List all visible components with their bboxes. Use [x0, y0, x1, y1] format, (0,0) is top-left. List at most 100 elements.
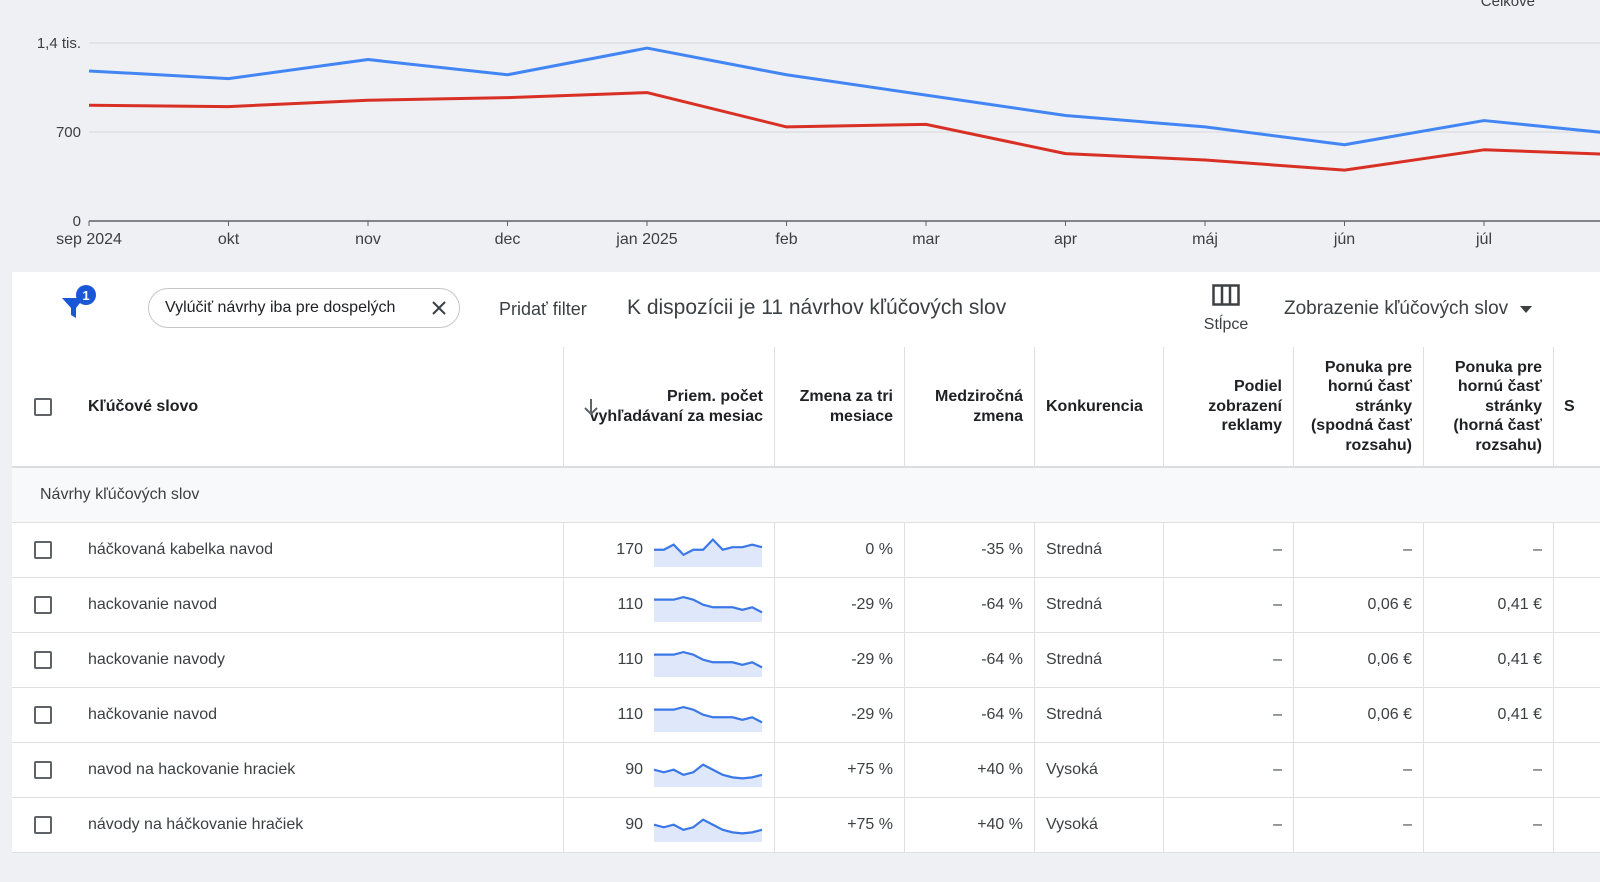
header-avg-searches[interactable]: Priem. počet vyhľadávaní za mesiac [564, 347, 775, 466]
y-tick-label: 0 [73, 213, 81, 230]
keyword-cell: hačkovanie navod [74, 688, 564, 742]
add-filter-button[interactable]: Pridať filter [499, 299, 587, 319]
impression-share-cell: – [1164, 523, 1294, 577]
x-tick-label: mar [912, 231, 940, 248]
series-line-1 [88, 91, 1600, 172]
adult-filter-chip[interactable]: Vylúčiť návrhy iba pre dospelých [148, 288, 460, 328]
columns-button[interactable]: Stĺpce [1198, 284, 1254, 344]
cut-off-cell [1554, 798, 1590, 852]
sparkline-area [654, 764, 762, 787]
impression-share-cell: – [1164, 743, 1294, 797]
bid-low-cell: 0,06 € [1294, 578, 1424, 632]
sparkline-line [654, 650, 763, 669]
x-tick-label: apr [1054, 231, 1078, 248]
cut-off-cell [1554, 523, 1590, 577]
keyword-view-label: Zobrazenie kľúčových slov [1284, 298, 1509, 319]
competition-cell: Vysoká [1035, 743, 1164, 797]
avg-searches-value: 90 [625, 816, 643, 833]
close-icon[interactable] [429, 298, 449, 318]
yoy-change-cell: -64 % [905, 633, 1035, 687]
group-row: Návrhy kľúčových slov [12, 468, 1600, 523]
avg-searches-cell: 110 [564, 578, 775, 632]
row-checkbox[interactable] [34, 596, 52, 614]
x-tick-label: jan 2025 [615, 231, 677, 248]
table-row[interactable]: háčkovaná kabelka navod 170 0 % -35 % Stredn… [12, 523, 1600, 578]
table-row[interactable]: navod na hackovanie hraciek 90 +75 % +40 % V… [12, 743, 1600, 798]
avg-searches-value: 110 [617, 651, 643, 668]
three-month-change-cell: +75 % [775, 743, 905, 797]
bid-low-cell: 0,06 € [1294, 688, 1424, 742]
trend-sparkline [654, 595, 763, 622]
table-row[interactable]: hackovanie navod 110 -29 % -64 % Stredná –0,0… [12, 578, 1600, 633]
bid-high-cell: – [1424, 798, 1554, 852]
sparkline-area [654, 597, 762, 622]
header-cut-off[interactable]: S [1554, 347, 1590, 466]
row-checkbox-cell [12, 633, 74, 687]
keyword-view-dropdown[interactable]: Zobrazenie kľúčových slov [1284, 298, 1533, 320]
sparkline-area [654, 652, 762, 677]
table-row[interactable]: hačkovanie navod 110 -29 % -64 % Stredná –0,0… [12, 688, 1600, 743]
row-checkbox[interactable] [34, 761, 52, 779]
line-chart-canvas: 0 700 1,4 tis. sep 2024 okt nov dec jan 2025 fe… [37, 0, 1600, 248]
sparkline-line [654, 537, 763, 557]
cut-off-cell [1554, 688, 1590, 742]
three-month-change-cell: -29 % [775, 688, 905, 742]
competition-cell: Stredná [1035, 523, 1164, 577]
search-volume-chart: 0 700 1,4 tis. sep 2024 okt nov dec jan 2025 fe… [0, 0, 1600, 268]
x-tick-label: nov [355, 231, 381, 248]
table-row[interactable]: hackovanie navody 110 -29 % -64 % Stredná –0,… [12, 633, 1600, 688]
yoy-change-cell: +40 % [905, 743, 1035, 797]
avg-searches-cell: 110 [564, 688, 775, 742]
competition-cell: Stredná [1035, 688, 1164, 742]
table-body: háčkovaná kabelka navod 170 0 % -35 % Stredn… [12, 523, 1600, 853]
sparkline-area [654, 819, 762, 842]
y-tick-label: 700 [56, 124, 81, 141]
keyword-cell: háčkovaná kabelka navod [74, 523, 564, 577]
dropdown-caret-icon [1520, 305, 1533, 313]
select-all-checkbox[interactable] [34, 397, 52, 416]
table-row[interactable]: návody na háčkovanie hračiek 90 +75 % +40 %… [12, 798, 1600, 853]
trend-sparkline [654, 650, 763, 677]
sparkline-line [654, 595, 763, 614]
x-tick-label: okt [218, 231, 240, 248]
competition-cell: Stredná [1035, 633, 1164, 687]
bid-low-cell: – [1294, 523, 1424, 577]
sparkline-line [653, 763, 763, 780]
header-yoy-change[interactable]: Medziročná zmena [905, 347, 1035, 466]
legend-label-total: Celkové [1481, 0, 1535, 10]
sparkline-line [654, 705, 763, 724]
select-all-cell [12, 347, 74, 466]
adult-filter-chip-label: Vylúčiť návrhy iba pre dospelých [165, 299, 396, 316]
avg-searches-value: 110 [617, 596, 643, 613]
sort-down-icon[interactable] [582, 397, 600, 417]
bid-high-cell: 0,41 € [1424, 633, 1554, 687]
keyword-cell: navod na hackovanie hraciek [74, 743, 564, 797]
group-label: Návrhy kľúčových slov [40, 486, 200, 503]
row-checkbox-cell [12, 798, 74, 852]
row-checkbox[interactable] [34, 651, 52, 669]
trend-sparkline [653, 818, 763, 842]
yoy-change-cell: -35 % [905, 523, 1035, 577]
x-tick-label: júl [1475, 231, 1492, 248]
header-impression-share[interactable]: Podiel zobrazení reklamy [1164, 347, 1294, 466]
three-month-change-cell: 0 % [775, 523, 905, 577]
header-three-month-change[interactable]: Zmena za tri mesiace [775, 347, 905, 466]
row-checkbox[interactable] [34, 541, 52, 559]
three-month-change-cell: -29 % [775, 578, 905, 632]
x-tick-label: sep 2024 [56, 231, 122, 248]
row-checkbox[interactable] [34, 816, 52, 834]
header-keyword[interactable]: Kľúčové slovo [74, 347, 564, 466]
row-checkbox[interactable] [34, 706, 52, 724]
header-bid-low[interactable]: Ponuka pre hornú časť stránky (spodná ča… [1294, 347, 1424, 466]
sparkline-line [653, 818, 763, 835]
keyword-cell: návody na háčkovanie hračiek [74, 798, 564, 852]
filter-icon[interactable] [58, 286, 98, 326]
trend-sparkline [654, 537, 763, 567]
cut-off-cell [1554, 578, 1590, 632]
header-competition[interactable]: Konkurencia [1035, 347, 1164, 466]
bid-high-cell: 0,41 € [1424, 578, 1554, 632]
row-checkbox-cell [12, 688, 74, 742]
series-line-0 [88, 46, 1600, 147]
avg-searches-cell: 110 [564, 633, 775, 687]
header-bid-high[interactable]: Ponuka pre hornú časť stránky (horná čas… [1424, 347, 1554, 466]
